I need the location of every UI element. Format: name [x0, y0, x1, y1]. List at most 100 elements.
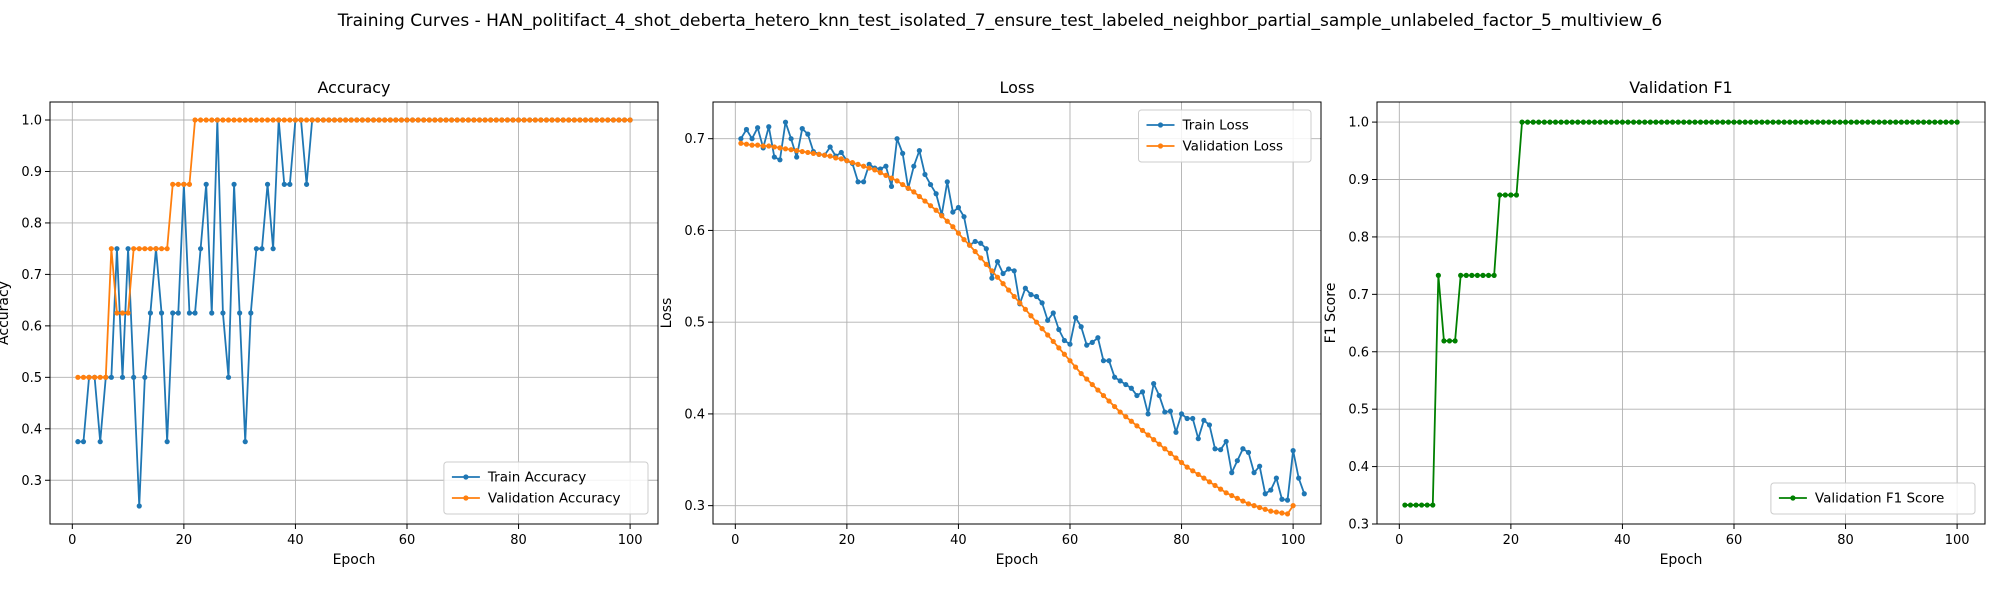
accuracy-data-point	[97, 439, 103, 445]
loss-data-point	[1229, 470, 1235, 476]
loss-data-point	[961, 214, 967, 220]
validation-f1-data-point	[1837, 119, 1843, 125]
loss-legend-label: Train Loss	[1182, 118, 1249, 134]
validation-f1-data-point	[1809, 119, 1815, 125]
loss-data-point	[1245, 501, 1252, 507]
accuracy-legend-label: Validation Accuracy	[488, 491, 621, 507]
loss-data-point	[755, 125, 761, 131]
accuracy-legend-marker	[463, 474, 469, 480]
accuracy-data-point	[482, 117, 488, 123]
accuracy-data-point	[237, 310, 243, 316]
loss-data-point	[1279, 496, 1285, 502]
loss-data-point	[1028, 292, 1034, 298]
validation-f1-data-point	[1458, 272, 1464, 278]
accuracy-data-point	[443, 117, 449, 123]
accuracy-data-point	[387, 117, 393, 123]
loss-data-point	[1284, 497, 1291, 503]
validation-f1-data-point	[1742, 119, 1748, 125]
accuracy-data-point	[92, 374, 98, 380]
loss-x-tick-label: 0	[731, 533, 739, 548]
loss-data-point	[1218, 486, 1224, 492]
loss-data-point	[1072, 314, 1079, 321]
loss-data-point	[905, 185, 911, 191]
loss-data-point	[1134, 423, 1140, 429]
loss-data-point	[1268, 508, 1274, 514]
accuracy-data-point	[348, 117, 354, 123]
validation-f1-data-point	[1725, 119, 1732, 125]
accuracy-data-point	[175, 181, 181, 187]
validation-f1-data-point	[1820, 119, 1826, 125]
accuracy-data-point	[354, 117, 360, 123]
validation-f1-y-tick-label: 0.5	[1348, 403, 1369, 418]
loss-data-point	[805, 149, 811, 156]
loss-data-point	[1100, 392, 1107, 399]
loss-data-point	[782, 119, 789, 125]
accuracy-data-point	[253, 246, 259, 252]
accuracy-data-point	[108, 246, 114, 252]
loss-data-point	[939, 213, 945, 219]
accuracy-data-point	[281, 117, 287, 123]
loss-data-point	[994, 274, 1001, 280]
accuracy-ylabel: Accuracy	[0, 281, 12, 345]
loss-data-point	[1134, 392, 1140, 399]
loss-data-point	[794, 154, 800, 160]
accuracy-data-point	[225, 117, 232, 123]
validation-f1-data-point	[1491, 272, 1497, 278]
loss-data-point	[1257, 504, 1263, 511]
accuracy-data-point	[471, 117, 477, 123]
validation-f1-data-point	[1636, 119, 1642, 125]
loss-data-point	[1100, 358, 1107, 364]
accuracy-data-point	[198, 117, 204, 123]
loss-data-point	[749, 136, 755, 142]
validation-f1-data-point	[1536, 119, 1542, 125]
accuracy-legend-box	[443, 461, 649, 515]
loss-data-point	[1061, 351, 1068, 357]
accuracy-data-point	[147, 246, 153, 252]
validation-f1-data-point	[1764, 119, 1771, 125]
loss-legend-label: Validation Loss	[1183, 139, 1284, 155]
validation-f1-data-point	[1608, 119, 1614, 125]
accuracy-y-tick-label: 0.4	[21, 422, 42, 437]
accuracy-data-point	[320, 117, 326, 123]
accuracy-data-point	[599, 117, 605, 123]
validation-f1-legend-marker	[1790, 495, 1796, 501]
loss-data-point	[1112, 374, 1118, 380]
loss-data-point	[900, 181, 906, 188]
accuracy-data-point	[192, 117, 198, 123]
loss-data-point	[833, 155, 839, 161]
accuracy-data-point	[192, 310, 198, 316]
validation-f1-data-point	[1736, 119, 1743, 125]
accuracy-data-point	[136, 503, 142, 509]
validation-f1-data-point	[1954, 119, 1960, 125]
loss-data-point	[927, 203, 934, 209]
loss-data-point	[1151, 381, 1157, 387]
validation-f1-data-point	[1419, 502, 1425, 508]
loss-data-point	[955, 204, 962, 211]
accuracy-data-point	[460, 117, 466, 123]
validation-f1-data-point	[1926, 119, 1932, 125]
loss-data-point	[1033, 293, 1040, 300]
accuracy-data-point	[86, 374, 92, 380]
loss-data-point	[1095, 387, 1101, 393]
loss-data-point	[1201, 417, 1207, 423]
accuracy-legend-entry: Validation Accuracy	[451, 491, 621, 507]
loss-data-point	[1017, 300, 1023, 306]
validation-f1-x-tick-label: 40	[1614, 533, 1631, 548]
validation-f1-data-point	[1865, 119, 1871, 125]
loss-data-point	[966, 242, 973, 248]
loss-data-point	[1106, 358, 1112, 364]
loss-series-line	[740, 142, 1294, 515]
accuracy-data-point	[248, 310, 254, 316]
loss-data-point	[1296, 475, 1302, 481]
loss-data-point	[894, 136, 900, 142]
validation-f1-data-point	[1441, 338, 1447, 344]
loss-data-point	[844, 158, 850, 164]
validation-f1-data-point	[1792, 119, 1798, 125]
accuracy-data-point	[331, 117, 338, 123]
loss-legend-entry: Train Loss	[1146, 118, 1249, 134]
loss-data-point	[1201, 475, 1207, 481]
validation-f1-data-point	[1686, 119, 1692, 125]
accuracy-x-tick-label: 20	[176, 533, 193, 548]
accuracy-data-point	[80, 374, 87, 380]
loss-data-point	[1173, 455, 1179, 461]
